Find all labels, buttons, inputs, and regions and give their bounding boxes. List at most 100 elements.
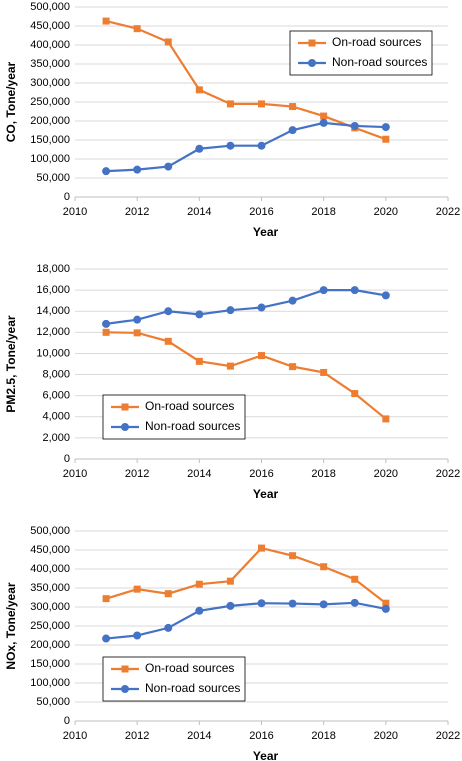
y-tick-label: 4,000	[42, 411, 70, 423]
marker	[350, 286, 359, 295]
y-tick-label: 450,000	[30, 20, 70, 32]
y-tick-label: 150,000	[30, 658, 70, 670]
y-tick-label: 100,000	[30, 677, 70, 689]
x-tick-label: 2018	[311, 468, 335, 480]
marker	[195, 310, 204, 319]
y-tick-label: 0	[64, 191, 70, 203]
marker	[164, 623, 173, 632]
marker	[226, 306, 235, 315]
marker	[164, 307, 173, 316]
x-tick-label: 2020	[374, 730, 398, 742]
x-tick-label: 2022	[436, 730, 460, 742]
y-tick-label: 8,000	[42, 368, 70, 380]
x-axis-title: Year	[253, 749, 279, 761]
x-tick-label: 2020	[374, 206, 398, 218]
y-tick-label: 400,000	[30, 563, 70, 575]
y-axis-title: CO, Tone/year	[4, 61, 18, 142]
marker	[195, 357, 203, 365]
x-tick-label: 2022	[436, 206, 460, 218]
marker	[350, 598, 359, 607]
marker	[226, 601, 235, 610]
marker	[319, 118, 328, 127]
y-tick-label: 350,000	[30, 58, 70, 70]
legend-label: Non-road sources	[145, 681, 240, 695]
marker	[351, 390, 359, 398]
y-tick-label: 12,000	[36, 326, 70, 338]
series-line	[106, 331, 387, 420]
legend-label: On-road sources	[145, 661, 234, 675]
y-tick-label: 6,000	[42, 390, 70, 402]
y-tick-label: 300,000	[30, 601, 70, 613]
x-tick-label: 2022	[436, 468, 460, 480]
y-tick-label: 350,000	[30, 582, 70, 594]
marker	[382, 135, 390, 143]
y-tick-label: 250,000	[30, 96, 70, 108]
marker	[133, 585, 141, 593]
marker	[258, 100, 265, 108]
y-tick-label: 400,000	[30, 39, 70, 51]
legend-box	[102, 394, 246, 440]
marker	[164, 162, 173, 171]
marker	[258, 352, 265, 360]
x-tick-label: 2012	[125, 730, 149, 742]
marker	[381, 291, 390, 300]
x-axis-title: Year	[253, 487, 279, 501]
x-tick-label: 2010	[63, 206, 87, 218]
marker	[382, 599, 390, 607]
marker	[289, 363, 297, 371]
y-tick-label: 150,000	[30, 134, 70, 146]
legend-marker	[121, 423, 129, 431]
x-tick-label: 2010	[63, 468, 87, 480]
marker	[226, 141, 235, 150]
y-tick-label: 14,000	[36, 305, 70, 317]
series-line	[105, 19, 387, 141]
marker	[164, 590, 172, 598]
y-tick-label: 50,000	[36, 172, 70, 184]
marker	[257, 303, 266, 312]
x-tick-label: 2014	[187, 206, 211, 218]
y-tick-label: 300,000	[30, 77, 70, 89]
x-tick-label: 2012	[125, 206, 149, 218]
legend-label: On-road sources	[332, 35, 421, 49]
marker	[133, 25, 141, 33]
legend-marker	[121, 665, 129, 673]
marker	[226, 362, 234, 370]
marker	[133, 329, 141, 337]
marker	[257, 141, 266, 150]
legend-label: On-road sources	[145, 399, 234, 413]
y-tick-label: 16,000	[36, 284, 70, 296]
y-tick-label: 450,000	[30, 544, 70, 556]
marker	[102, 319, 111, 328]
legend-marker	[308, 59, 316, 67]
marker	[258, 544, 265, 552]
x-tick-label: 2018	[311, 206, 335, 218]
marker	[102, 17, 110, 25]
legend-box	[289, 30, 433, 76]
x-tick-label: 2012	[125, 468, 149, 480]
x-tick-label: 2016	[249, 468, 273, 480]
y-tick-label: 0	[64, 453, 70, 465]
marker	[102, 634, 111, 643]
marker	[226, 577, 234, 585]
legend-label: Non-road sources	[332, 55, 427, 69]
marker	[381, 123, 390, 132]
marker	[320, 368, 328, 376]
marker	[289, 552, 297, 560]
marker	[319, 286, 328, 295]
marker	[351, 575, 359, 583]
marker	[133, 165, 142, 174]
marker	[382, 415, 390, 423]
y-tick-label: 2,000	[42, 432, 70, 444]
x-tick-label: 2014	[187, 468, 211, 480]
legend-marker	[308, 39, 316, 47]
marker	[320, 563, 328, 571]
x-tick-label: 2018	[311, 730, 335, 742]
y-tick-label: 100,000	[30, 153, 70, 165]
x-tick-label: 2016	[249, 730, 273, 742]
series-line	[106, 121, 386, 173]
marker	[102, 595, 110, 603]
marker	[195, 606, 204, 615]
marker	[320, 112, 328, 120]
y-tick-label: 500,000	[30, 525, 70, 537]
series-line	[105, 546, 387, 605]
